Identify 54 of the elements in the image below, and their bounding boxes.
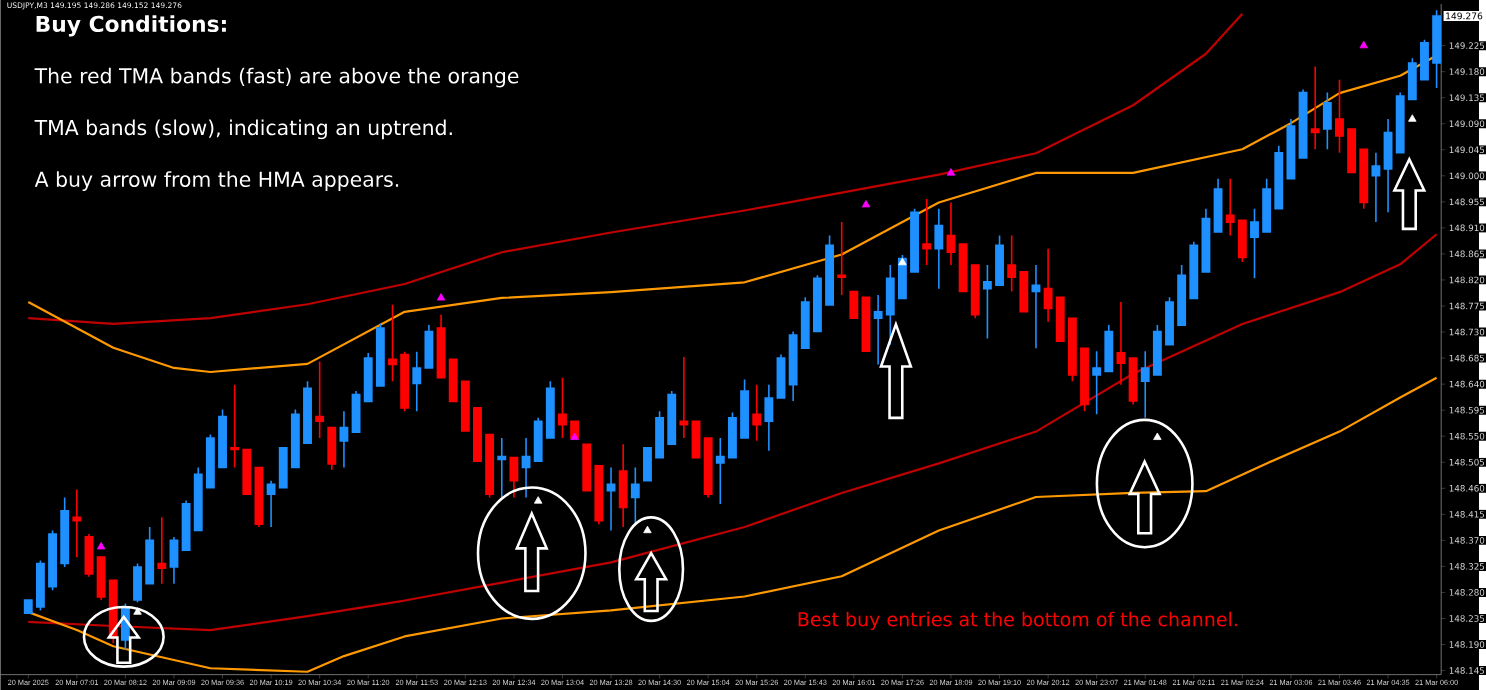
point — [898, 257, 907, 265]
line-series — [27, 232, 1438, 631]
candlestick — [1116, 300, 1126, 386]
point — [1153, 432, 1162, 440]
candlestick — [606, 466, 616, 532]
candlestick — [691, 420, 701, 459]
annotation: Best buy entries at the bottom of the channel. — [798, 611, 1237, 630]
candlestick — [1371, 151, 1381, 223]
candlestick — [1310, 65, 1320, 150]
candlestick — [837, 221, 847, 296]
candlestick — [703, 436, 713, 499]
point — [1408, 114, 1417, 122]
line-series — [27, 376, 1438, 673]
candlestick — [849, 290, 859, 319]
point — [570, 432, 579, 440]
point — [1359, 40, 1368, 48]
candlestick — [327, 426, 337, 471]
candlestick — [618, 443, 628, 528]
point — [861, 199, 871, 208]
candlestick — [1298, 88, 1308, 159]
candlestick — [934, 207, 944, 290]
candlestick — [521, 436, 531, 499]
candlestick — [1383, 118, 1393, 213]
point — [946, 167, 956, 176]
point — [436, 292, 446, 301]
candlestick — [339, 410, 349, 469]
candlestick — [436, 313, 446, 379]
candlestick — [679, 355, 689, 439]
candlestick — [946, 201, 956, 266]
candlestick — [1031, 263, 1041, 349]
candlestick — [1213, 177, 1223, 233]
candlestick — [1322, 91, 1332, 150]
point — [96, 541, 106, 550]
annotation: TMA bands (slow), indicating an uptrend. — [34, 119, 452, 139]
candlestick — [509, 456, 519, 499]
candlestick — [752, 383, 762, 442]
line-series — [27, 54, 1438, 373]
candlestick — [72, 488, 82, 558]
point — [133, 607, 142, 615]
candlestick — [1128, 357, 1138, 405]
line-series — [27, 12, 1244, 325]
annotation: Buy Conditions: — [36, 14, 226, 37]
annotation: The red TMA bands (fast) are above the orange — [34, 67, 519, 88]
candlestick — [157, 516, 167, 585]
candlestick — [497, 436, 507, 499]
candlestick — [254, 466, 264, 528]
candlestick — [84, 532, 94, 578]
point — [533, 496, 543, 504]
candlestick — [776, 353, 786, 399]
annotation: A buy arrow from the HMA appears. — [34, 170, 399, 191]
point — [643, 525, 652, 533]
candlestick — [764, 383, 774, 452]
candlestick — [861, 296, 871, 352]
candlestick — [169, 535, 179, 585]
